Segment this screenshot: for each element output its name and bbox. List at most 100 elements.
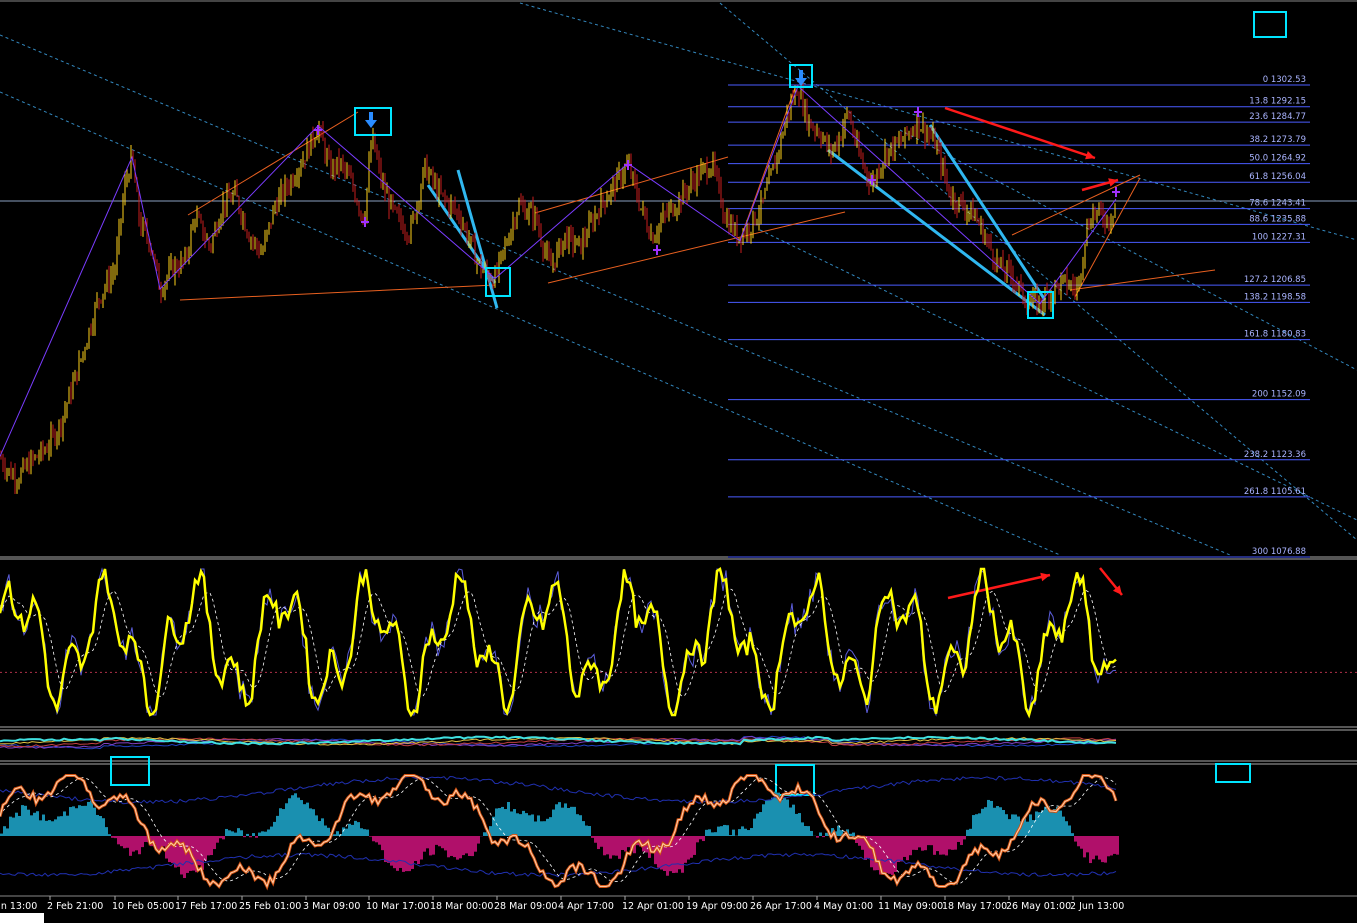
histogram-bar — [333, 834, 336, 836]
histogram-bar — [351, 824, 354, 836]
x-tick-label: 19 Apr 09:00 — [686, 901, 748, 912]
histogram-bar — [900, 836, 903, 862]
histogram-bar — [615, 836, 618, 856]
histogram-bar — [33, 812, 36, 836]
histogram-bar — [759, 812, 762, 836]
histogram-bar — [510, 811, 513, 836]
fib-level-label: 78.6 1243.41 — [1249, 199, 1306, 209]
histogram-bar — [1056, 806, 1059, 836]
histogram-bar — [702, 836, 705, 842]
histogram-bar — [531, 814, 534, 836]
histogram-bar — [369, 836, 372, 837]
histogram-bar — [264, 831, 267, 836]
histogram-bar — [675, 836, 678, 873]
trend-line — [534, 156, 729, 214]
histogram-bar — [579, 815, 582, 836]
red-arrowhead-icon — [1040, 572, 1050, 582]
histogram-bar — [582, 821, 585, 836]
histogram-bar — [162, 836, 165, 847]
histogram-bar — [258, 832, 261, 836]
histogram-bar — [1089, 836, 1092, 864]
histogram-bar — [732, 829, 735, 836]
histogram-bar — [663, 836, 666, 871]
histogram-bar — [144, 836, 147, 842]
histogram-bar — [1020, 821, 1023, 836]
histogram-bar — [573, 806, 576, 836]
histogram-bar — [63, 811, 66, 836]
histogram-bar — [996, 806, 999, 836]
histogram-bar — [69, 807, 72, 836]
histogram-bar — [1032, 820, 1035, 836]
band-line — [0, 735, 1117, 746]
histogram-bar — [252, 833, 255, 836]
histogram-bar — [273, 821, 276, 836]
histogram-bar — [549, 817, 552, 836]
histogram-bar — [1038, 812, 1041, 836]
histogram-bar — [609, 836, 612, 859]
trend-lines — [179, 87, 1216, 317]
histogram-bar — [558, 802, 561, 836]
histogram-bar — [180, 836, 183, 875]
fib-level-label: 38.2 1273.79 — [1249, 135, 1306, 145]
histogram-bar — [927, 836, 930, 846]
histogram-bar — [255, 836, 258, 838]
histogram-bar — [804, 825, 807, 836]
histogram-bar — [375, 836, 378, 843]
histogram-bar — [27, 809, 30, 836]
drawn-trend-line — [827, 148, 1046, 317]
histogram-bar — [441, 836, 444, 849]
signal-box — [485, 267, 511, 297]
histogram-bar — [963, 836, 966, 840]
histogram-bar — [600, 836, 603, 847]
histogram-bar — [1041, 810, 1044, 836]
histogram-bar — [270, 826, 273, 836]
signal-box — [1253, 11, 1287, 38]
histogram-bar — [126, 836, 129, 848]
band-line — [0, 737, 1117, 748]
histogram-bar — [792, 804, 795, 836]
histogram-bar — [15, 812, 18, 836]
histogram-bar — [123, 836, 126, 849]
histogram-bar — [483, 832, 486, 836]
histogram-bar — [219, 836, 222, 839]
histogram-bar — [51, 821, 54, 836]
histogram-bar — [315, 815, 318, 836]
red-arrowhead-icon — [1112, 585, 1122, 595]
histogram-bar — [153, 836, 156, 845]
histogram-bar — [603, 836, 606, 856]
histogram-bar — [246, 833, 249, 836]
histogram-bar — [570, 806, 573, 836]
histogram-bar — [783, 798, 786, 836]
stochastic-main-line — [0, 774, 1117, 889]
histogram-bar — [462, 836, 465, 856]
histogram-bar — [1095, 836, 1098, 856]
x-tick-label: 28 Mar 09:00 — [494, 901, 557, 912]
histogram-bar — [426, 836, 429, 849]
band-line — [0, 736, 1117, 749]
histogram-bar — [423, 836, 426, 852]
histogram-bar — [507, 801, 510, 836]
histogram-bar — [285, 803, 288, 836]
histogram-bar — [576, 814, 579, 836]
histogram-bar — [981, 808, 984, 836]
histogram-bar — [750, 828, 753, 836]
histogram-bar — [81, 805, 84, 836]
histogram-bar — [810, 830, 813, 836]
trend-line — [187, 111, 359, 216]
histogram-bar — [924, 836, 927, 851]
histogram-bar — [21, 805, 24, 836]
band-panel — [0, 735, 1117, 750]
histogram-bar — [780, 799, 783, 836]
histogram-bar — [168, 836, 171, 863]
histogram-bar — [1053, 809, 1056, 836]
histogram-bar — [939, 836, 942, 855]
histogram-bar — [849, 833, 852, 836]
histogram-bar — [591, 836, 594, 838]
histogram-bar — [435, 836, 438, 845]
histogram-bar — [870, 836, 873, 868]
histogram-bar — [723, 824, 726, 836]
histogram-bar — [1002, 809, 1005, 836]
histogram-bar — [102, 818, 105, 836]
histogram-bar — [519, 814, 522, 836]
histogram-bar — [141, 836, 144, 848]
